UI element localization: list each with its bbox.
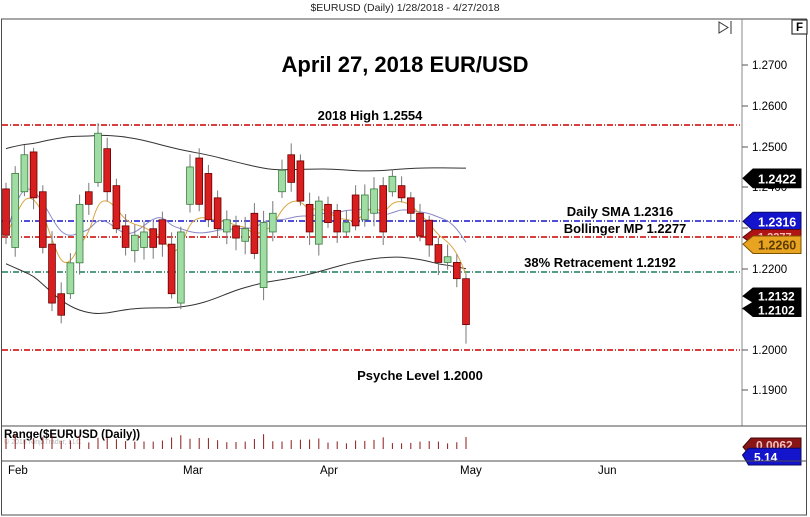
svg-text:1.2102: 1.2102 [758, 304, 795, 318]
svg-text:$EURUSD (Daily) 1/28/2018 - 4: $EURUSD (Daily) 1/28/2018 - 4/27/2018 [310, 2, 499, 14]
svg-text:Apr: Apr [320, 465, 338, 477]
svg-text:1.2260: 1.2260 [758, 239, 796, 253]
svg-text:1.2600: 1.2600 [752, 101, 787, 113]
svg-text:2018 High 1.2554: 2018 High 1.2554 [318, 108, 424, 123]
svg-text:1.2700: 1.2700 [752, 60, 787, 72]
svg-text:5.14: 5.14 [754, 451, 778, 465]
svg-text:1.2422: 1.2422 [758, 173, 796, 187]
svg-text:1.2200: 1.2200 [752, 264, 787, 276]
svg-text:1.1900: 1.1900 [752, 385, 787, 397]
svg-text:1.2316: 1.2316 [758, 216, 796, 230]
svg-text:Jun: Jun [598, 465, 617, 477]
svg-text:Psyche Level 1.2000: Psyche Level 1.2000 [357, 368, 483, 383]
svg-text:Bollinger MP 1.2277: Bollinger MP 1.2277 [564, 221, 687, 236]
svg-text:Feb: Feb [8, 465, 28, 477]
svg-text:Daily SMA 1.2316: Daily SMA 1.2316 [567, 204, 673, 219]
svg-text:F: F [796, 22, 803, 34]
svg-text:38% Retracement 1.2192: 38% Retracement 1.2192 [524, 255, 676, 270]
svg-text:Mar: Mar [183, 465, 203, 477]
svg-text:April 27, 2018 EUR/USD: April 27, 2018 EUR/USD [282, 52, 529, 77]
svg-text:1.2500: 1.2500 [752, 142, 787, 154]
svg-text:1.2132: 1.2132 [758, 290, 795, 304]
svg-text:May: May [460, 465, 482, 477]
svg-text:1.2000: 1.2000 [752, 345, 787, 357]
